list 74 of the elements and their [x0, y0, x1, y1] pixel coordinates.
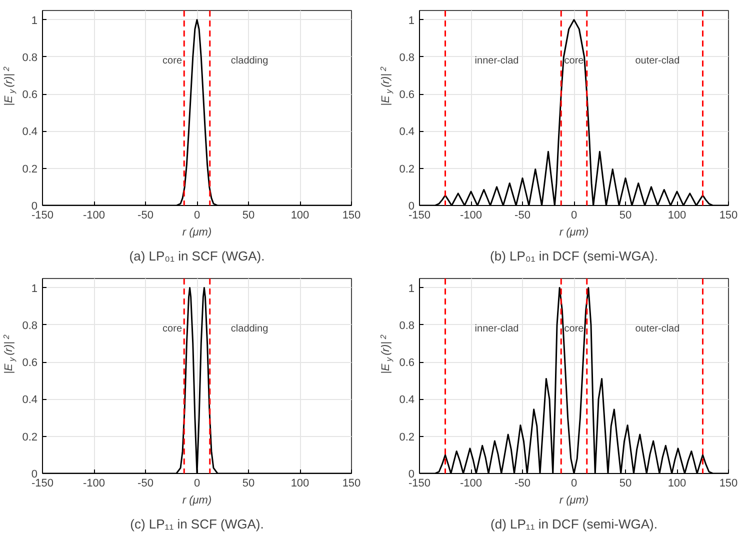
- y-tick-label: 0.4: [22, 394, 38, 406]
- text: (c) LP₁₁ in SCF (WGA).: [130, 516, 264, 532]
- annotation: outer-clad: [635, 56, 680, 67]
- annotation: core: [162, 324, 182, 335]
- annotation: inner-clad: [474, 324, 519, 335]
- y-tick-label: 0: [408, 200, 415, 212]
- x-tick-label: -50: [138, 210, 154, 222]
- y-tick-label: 0.6: [399, 357, 415, 370]
- x-tick-label: -150: [31, 210, 54, 222]
- y-tick-label: 1: [31, 14, 38, 27]
- x-tick-label: 0: [194, 478, 200, 490]
- x-tick-label: -100: [460, 210, 482, 222]
- x-tick-label: -50: [138, 478, 154, 490]
- x-tick-label: 150: [342, 210, 361, 222]
- x-tick-label: 100: [290, 210, 310, 222]
- x-tick-label: -100: [82, 478, 106, 490]
- x-tick-label: 50: [619, 210, 632, 222]
- x-tick-label: 0: [194, 210, 200, 222]
- annotation: cladding: [230, 56, 268, 67]
- y-tick-label: 0.4: [399, 394, 415, 406]
- y-tick-label: 1: [408, 282, 415, 295]
- y-tick-label: 0.8: [22, 52, 38, 64]
- y-tick-label: 0.6: [22, 357, 38, 370]
- y-tick-label: 0.8: [399, 320, 415, 332]
- x-axis-title: r (μm): [559, 226, 589, 238]
- x-tick-label: 100: [668, 478, 686, 490]
- x-tick-label: 150: [719, 210, 738, 222]
- y-tick-label: 0.4: [22, 126, 38, 138]
- x-tick-label: -100: [82, 210, 106, 222]
- x-axis-title: r (μm): [182, 226, 212, 238]
- y-tick-label: 0.4: [399, 126, 415, 138]
- x-tick-label: 50: [619, 478, 632, 490]
- annotation: core: [162, 56, 182, 67]
- y-tick-label: 0.6: [22, 89, 38, 102]
- y-tick-label: 1: [31, 282, 38, 295]
- x-tick-label: 150: [719, 478, 738, 490]
- text: (a) LP₀₁ in SCF (WGA).: [129, 248, 265, 264]
- x-tick-label: 100: [668, 210, 686, 222]
- y-tick-label: 0.2: [399, 163, 415, 176]
- x-tick-label: -100: [460, 478, 482, 490]
- y-tick-label: 0: [31, 468, 38, 480]
- y-tick-label: 1: [408, 14, 415, 27]
- text: (d) LP₁₁ in DCF (semi-WGA).: [490, 516, 658, 532]
- y-axis-title: |Ey(r)|2: [378, 66, 394, 106]
- y-tick-label: 0.6: [399, 89, 415, 102]
- x-tick-label: -150: [408, 210, 431, 222]
- annotation: outer-clad: [635, 324, 680, 335]
- x-tick-label: 100: [290, 478, 310, 490]
- y-tick-label: 0.8: [22, 320, 38, 332]
- x-tick-label: -150: [408, 478, 431, 490]
- y-tick-label: 0.2: [399, 431, 415, 444]
- x-tick-label: -150: [31, 478, 54, 490]
- text: (b) LP₀₁ in DCF (semi-WGA).: [490, 248, 658, 264]
- x-tick-label: 50: [242, 210, 255, 222]
- y-tick-label: 0.2: [22, 431, 38, 444]
- y-axis-title: |Ey(r)|2: [378, 334, 394, 374]
- y-tick-label: 0: [408, 468, 415, 480]
- annotation: inner-clad: [474, 56, 519, 67]
- annotation: core: [564, 324, 584, 335]
- x-axis-title: r (μm): [182, 494, 212, 506]
- x-tick-label: 50: [242, 478, 255, 490]
- x-tick-label: -50: [514, 210, 530, 222]
- x-tick-label: 0: [570, 478, 578, 490]
- x-tick-label: 150: [342, 478, 361, 490]
- y-tick-label: 0.8: [399, 52, 415, 64]
- annotation: core: [564, 56, 584, 67]
- y-tick-label: 0.2: [22, 163, 38, 176]
- y-axis-title: |Ey(r)|2: [2, 66, 16, 106]
- y-tick-label: 0: [31, 200, 38, 212]
- x-axis-title: r (μm): [559, 494, 589, 506]
- x-tick-label: 0: [570, 210, 578, 222]
- x-tick-label: -50: [514, 478, 530, 490]
- annotation: cladding: [230, 324, 268, 335]
- y-axis-title: |Ey(r)|2: [2, 334, 16, 374]
